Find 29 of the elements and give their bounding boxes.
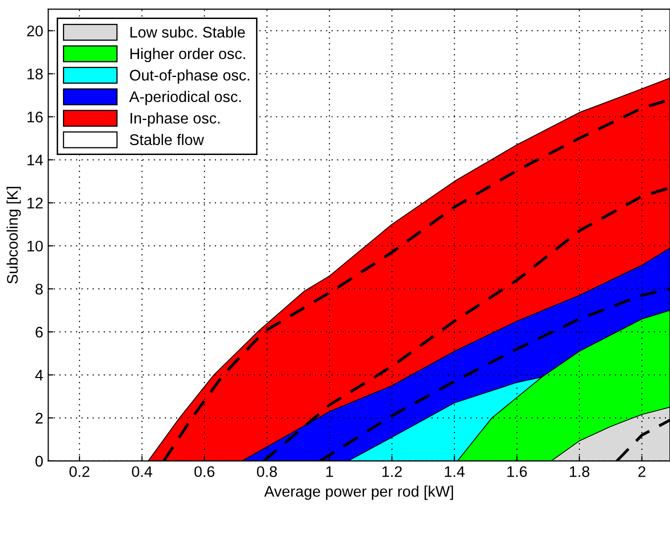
x-tick-label: 1.4 (444, 466, 465, 477)
x-tick-label: 0.2 (69, 466, 90, 478)
x-tick-label: 2 (638, 466, 646, 477)
y-tick-label: 10 (28, 240, 43, 252)
x-tick-label: 1.2 (382, 466, 402, 477)
y-tick-label: 14 (28, 154, 43, 166)
y-tick-label: 12 (28, 198, 43, 208)
y-axis-title: Subcooling [K] (6, 186, 21, 284)
y-tick-label: 18 (28, 68, 43, 80)
legend-label: A-periodical osc. (129, 90, 241, 106)
x-tick-label: 1.8 (570, 466, 590, 478)
legend-label: In-phase osc. (130, 112, 220, 127)
y-tick-label: 2 (36, 412, 43, 424)
x-tick-label: 0.6 (194, 466, 214, 478)
annotation: Stable flow (130, 134, 204, 146)
y-tick-label: 8 (36, 284, 43, 295)
legend-label: Out-of-phase osc. (130, 69, 250, 84)
x-axis-title: Average power per rod [kW] (264, 486, 454, 500)
y-tick-label: 20 (27, 26, 43, 36)
y-tick-label: 4 (35, 370, 43, 380)
x-tick-label: 0.4 (132, 466, 152, 478)
y-tick-label: 0 (35, 456, 43, 467)
y-tick-label: 16 (28, 112, 43, 122)
x-tick-label: 0.8 (256, 466, 277, 478)
x-tick-label: 1.6 (507, 466, 527, 478)
legend-label: Low subc. Stable (130, 26, 245, 38)
legend-label: Higher order osc. (130, 48, 245, 62)
y-tick-label: 6 (36, 326, 43, 338)
x-tick-label: 1 (326, 466, 333, 477)
